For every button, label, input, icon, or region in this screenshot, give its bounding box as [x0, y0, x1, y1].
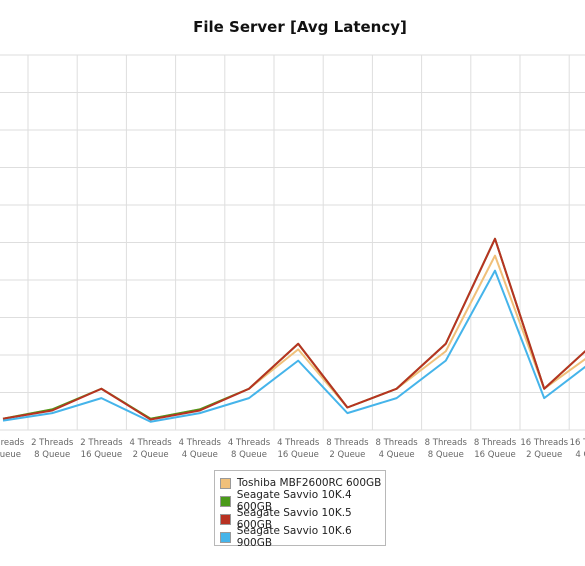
- x-tick-label: 4 Threads 2 Queue: [129, 438, 172, 460]
- x-tick-label: 8 Threads 2 Queue: [326, 438, 369, 460]
- legend-item: Seagate Savvio 10K.6 900GB: [220, 525, 385, 549]
- legend-label: Seagate Savvio 10K.6 900GB: [236, 525, 352, 549]
- x-tick-label: 4 Threads 4 Queue: [179, 438, 222, 460]
- grid-lines: [0, 54, 585, 431]
- legend-label: Toshiba MBF2600RC 600GB: [237, 477, 382, 489]
- legend-item: Seagate Savvio 10K.5 600GB: [220, 507, 385, 531]
- x-tick-label: 8 Threads 16 Queue: [474, 438, 517, 460]
- x-tick-label: 16 Threads 2 Queue: [520, 438, 568, 460]
- legend-swatch: [220, 531, 231, 543]
- legend-label: Seagate Savvio 10K.5 600GB: [236, 507, 352, 531]
- series-lines: [2, 237, 585, 423]
- legend-label: Seagate Savvio 10K.4 600GB: [236, 489, 352, 513]
- series-line: [2, 269, 585, 423]
- legend: Toshiba MBF2600RC 600GB Seagate Savvio 10…: [214, 470, 386, 549]
- x-tick-label: 2 Threads 16 Queue: [80, 438, 123, 460]
- x-tick-label: 8 Threads 8 Queue: [425, 438, 468, 460]
- x-tick-label: 8 Threads 4 Queue: [375, 438, 418, 460]
- chart-title: File Server [Avg Latency]: [193, 18, 407, 36]
- x-tick-label: 2 Threads 8 Queue: [31, 438, 74, 460]
- legend-swatch: [220, 513, 231, 525]
- series-line: [2, 237, 585, 421]
- legend-item: Toshiba MBF2600RC 600GB: [220, 474, 385, 492]
- legend-item: Seagate Savvio 10K.4 600GB: [220, 489, 385, 513]
- x-tick-label: 4 Threads 8 Queue: [228, 438, 271, 460]
- legend-swatch: [220, 495, 231, 507]
- x-tick-label: 4 Threads 16 Queue: [277, 438, 320, 460]
- legend-swatch: [220, 477, 231, 489]
